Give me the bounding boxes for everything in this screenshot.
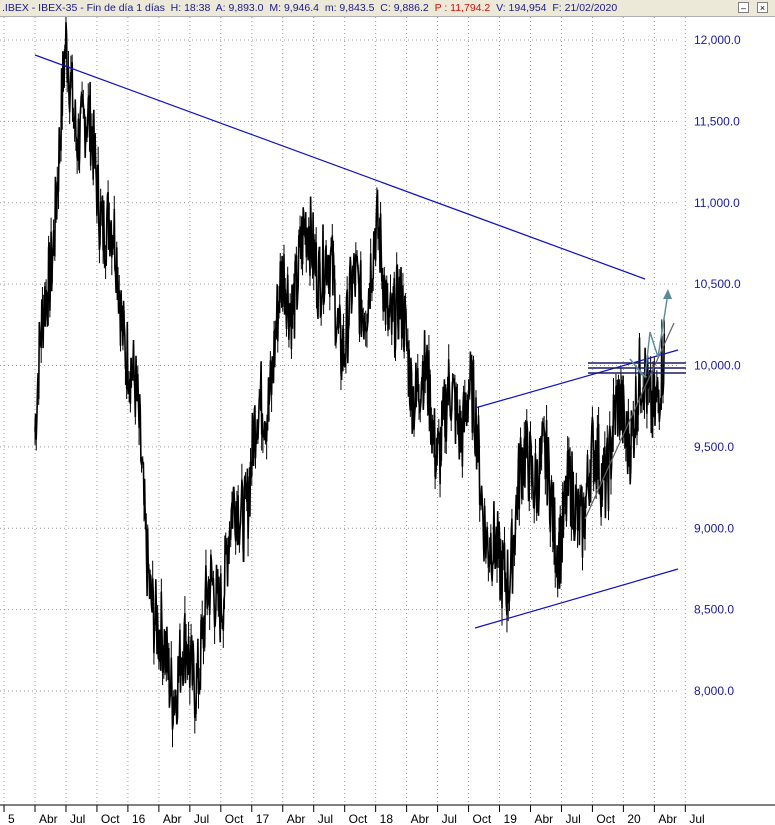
x-tick-label: Jul: [318, 812, 333, 825]
open-label: A: 9,893.0: [215, 2, 264, 14]
x-tick-label: 5: [8, 812, 15, 825]
date-label: F: 21/02/2020: [552, 2, 618, 14]
grid: [0, 17, 686, 805]
x-tick-label: 16: [132, 812, 146, 825]
close-label: C: 9,886.2: [380, 2, 429, 14]
projection-path-2: [629, 358, 648, 378]
y-axis-labels: 12,000.0 11,500.0 11,000.0 10,500.0 10,000.0…: [694, 33, 741, 698]
x-tick-label: 19: [504, 812, 518, 825]
high-label: M: 9,946.4: [269, 2, 319, 14]
resistance-trendline: [34, 54, 646, 280]
x-tick-label: Jul: [689, 812, 704, 825]
x-tick-label: Abr: [534, 812, 553, 825]
x-tick-label: Oct: [225, 812, 244, 825]
symbol-label: .IBEX - IBEX-35 - Fin de día 1 días: [2, 2, 165, 14]
chart-background: [0, 17, 775, 825]
x-tick-label: 18: [380, 812, 394, 825]
x-tick-label: Abr: [39, 812, 58, 825]
chart-title-bar: .IBEX - IBEX-35 - Fin de día 1 días H: 1…: [0, 0, 775, 17]
y-tick-label: 12,000.0: [694, 33, 741, 47]
trendlines: [34, 54, 686, 629]
low-label: m: 9,843.5: [324, 2, 375, 14]
y-tick-label: 8,000.0: [694, 684, 734, 698]
x-tick-label: Abr: [287, 812, 306, 825]
x-tick-label: Jul: [70, 812, 85, 825]
x-tick-label: Jul: [194, 812, 209, 825]
p-label: P : 11,794.2: [434, 2, 491, 14]
volume-label: V: 194,954: [496, 2, 547, 14]
x-tick-label: Jul: [565, 812, 580, 825]
minimize-button[interactable]: –: [738, 2, 749, 13]
y-tick-label: 11,000.0: [694, 196, 740, 210]
projection-arrow-up: [663, 289, 672, 299]
close-button[interactable]: ×: [757, 2, 768, 13]
channel-lower-line: [474, 568, 679, 629]
x-tick-label: Oct: [596, 812, 615, 825]
quote-header: .IBEX - IBEX-35 - Fin de día 1 días H: 1…: [2, 2, 617, 14]
time-label: H: 18:38: [170, 2, 211, 14]
y-tick-label: 11,500.0: [694, 114, 740, 128]
x-tick-label: 17: [256, 812, 270, 825]
x-tick-label: Abr: [411, 812, 430, 825]
x-axis-labels: 5 Abr Jul Oct 16 Abr Jul Oct 17 Abr Jul Oct 18 Abr Jul…: [3, 805, 705, 825]
y-tick-label: 10,500.0: [694, 277, 741, 291]
x-tick-label: 20: [627, 812, 641, 825]
price-chart: 12,000.0 11,500.0 11,000.0 10,500.0 10,000.0…: [0, 17, 775, 825]
x-tick-label: Oct: [349, 812, 368, 825]
channel-upper-line: [474, 349, 679, 409]
x-tick-label: Abr: [163, 812, 182, 825]
y-tick-label: 8,500.0: [694, 603, 734, 617]
x-tick-label: Oct: [101, 812, 120, 825]
y-tick-label: 9,000.0: [694, 521, 734, 535]
y-tick-label: 9,500.0: [694, 440, 734, 454]
x-tick-label: Jul: [442, 812, 457, 825]
price-series: [34, 17, 666, 748]
x-tick-label: Abr: [658, 812, 677, 825]
projection-path: [629, 292, 669, 379]
support-trendline: [584, 322, 675, 520]
y-tick-label: 10,000.0: [694, 359, 741, 373]
x-tick-label: Oct: [473, 812, 492, 825]
